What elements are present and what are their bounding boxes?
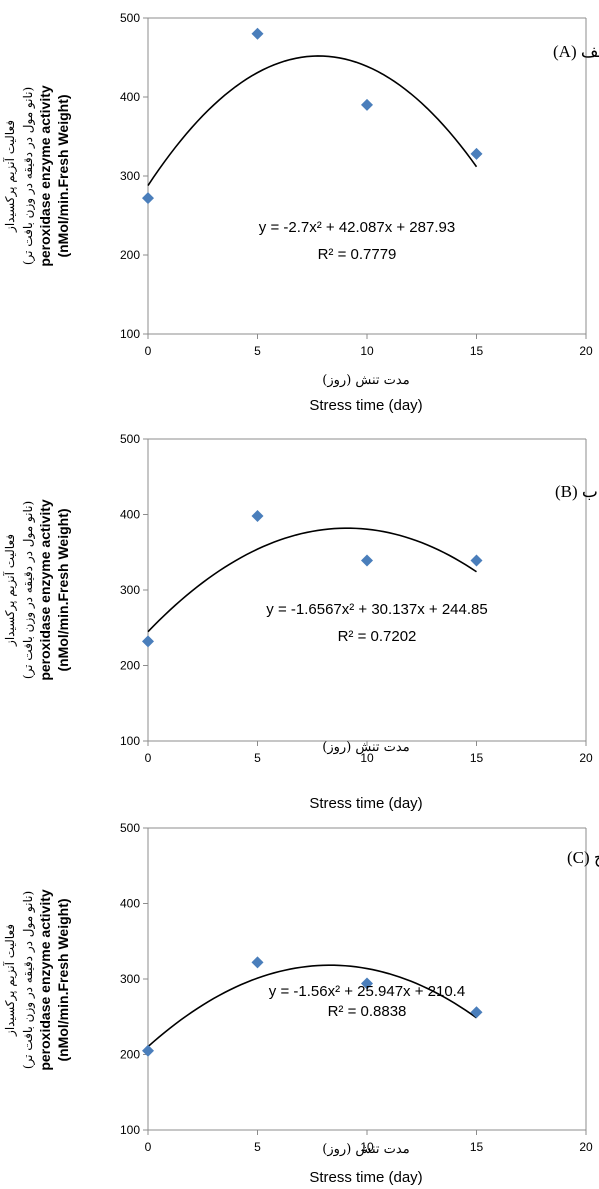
trend-equation: y = -1.6567x² + 30.137x + 244.85	[266, 601, 487, 618]
panel-label: ب (B)	[555, 482, 598, 501]
chart-panel-b: 0 5 10 15 20 100 200 300 400 500 ب (B) y = -1.656…	[0, 396, 599, 792]
y-axis-label-fa-1-group: فعالیت آنزیم پرکسیداز	[2, 924, 17, 1037]
x-tick-label: 20	[579, 344, 593, 358]
y-axis-label-fa-2: (نانو مول در دقیقه در وزن بافت تر)	[21, 87, 35, 265]
x-tick-label: 10	[360, 344, 374, 358]
data-point	[470, 1006, 483, 1019]
r-squared-label: R² = 0.8838	[328, 1003, 407, 1020]
y-tick-label: 500	[120, 11, 140, 25]
data-point	[142, 192, 154, 205]
data-point	[251, 510, 264, 523]
trendline	[147, 964, 477, 1048]
x-axis-label-en-b: Stress time (day)	[309, 795, 423, 812]
y-axis-label-fa-1: فعالیت آنزیم پرکسیداز	[2, 924, 17, 1037]
x-tick-label: 5	[254, 344, 261, 358]
x-tick-label: 5	[254, 751, 261, 765]
trendline	[147, 55, 478, 186]
x-tick-label: 10	[360, 1140, 374, 1154]
y-axis-label-en-2: (nMol/min.Fresh Weight)	[55, 508, 71, 671]
chart-b-svg: 0 5 10 15 20 100 200 300 400 500 ب (B) y = -1.656…	[2, 432, 598, 765]
y-axis-label-fa-1-group: فعالیت آنزیم پرکسیداز	[2, 120, 17, 233]
x-tick-label: 20	[579, 751, 593, 765]
x-axis-label-en-a: Stress time (day)	[309, 397, 423, 414]
data-point	[142, 635, 154, 648]
y-axis-label-en-2: (nMol/min.Fresh Weight)	[55, 898, 71, 1061]
x-tick-label: 15	[470, 344, 484, 358]
y-axis-label-en-2-group: (nMol/min.Fresh Weight)	[55, 898, 71, 1061]
x-axis-label-fa: مدت تنش (روز)	[322, 373, 409, 388]
chart-a-points	[142, 27, 483, 205]
x-tick-label: 0	[145, 1140, 152, 1154]
y-tick-label: 400	[120, 508, 140, 522]
chart-b-ticks: 0 5 10 15 20 100 200 300 400 500	[120, 432, 593, 765]
y-tick-label: 300	[120, 169, 140, 183]
y-axis-label-fa-1-group: فعالیت آنزیم پرکسیداز	[2, 534, 17, 647]
y-axis-label-fa-2: (نانو مول در دقیقه در وزن بافت تر)	[21, 501, 35, 679]
y-axis-label-en-1: peroxidase enzyme activity	[37, 85, 53, 267]
y-axis-label-en-1: peroxidase enzyme activity	[37, 499, 53, 681]
data-point	[470, 147, 483, 160]
chart-c-svg: 0 5 10 15 20 100 200 300 400 500 ج (C) y = -1.56x…	[2, 821, 599, 1157]
y-axis-label-en-1-group: peroxidase enzyme activity	[37, 499, 53, 681]
y-axis-label-fa-2-group: (نانو مول در دقیقه در وزن بافت تر)	[21, 891, 35, 1069]
y-tick-label: 500	[120, 432, 140, 446]
x-axis-label-en-c: Stress time (day)	[309, 1169, 423, 1186]
trend-equation: y = -2.7x² + 42.087x + 287.93	[259, 219, 455, 236]
trend-equation: y = -1.56x² + 25.947x + 210.4	[269, 983, 465, 1000]
data-point	[470, 554, 483, 567]
x-tick-label: 15	[470, 1140, 484, 1154]
y-tick-label: 200	[120, 1048, 140, 1062]
y-axis-label-en-1-group: peroxidase enzyme activity	[37, 85, 53, 267]
y-axis-label-fa-1: فعالیت آنزیم پرکسیداز	[2, 120, 17, 233]
y-tick-label: 400	[120, 897, 140, 911]
y-tick-label: 500	[120, 821, 140, 835]
x-tick-label: 0	[145, 751, 152, 765]
y-axis-label-en-1-group: peroxidase enzyme activity	[37, 889, 53, 1071]
x-tick-label: 10	[360, 751, 374, 765]
y-tick-label: 100	[120, 327, 140, 341]
y-axis-label-fa-2: (نانو مول در دقیقه در وزن بافت تر)	[21, 891, 35, 1069]
y-tick-label: 100	[120, 734, 140, 748]
y-axis-label-en-2: (nMol/min.Fresh Weight)	[55, 94, 71, 257]
y-tick-label: 300	[120, 583, 140, 597]
chart-panel-c: 0 5 10 15 20 100 200 300 400 500 ج (C) y = -1.56x…	[0, 792, 599, 1188]
chart-panel-a: 0 5 10 15 20 100 200 300 400 500 الف (A) y = -2.7…	[0, 0, 599, 396]
x-tick-label: 15	[470, 751, 484, 765]
chart-a-axes	[147, 17, 587, 335]
y-tick-label: 400	[120, 90, 140, 104]
data-point	[142, 1044, 154, 1057]
y-tick-label: 200	[120, 659, 140, 673]
data-point	[251, 956, 264, 969]
y-axis-label-en-2-group: (nMol/min.Fresh Weight)	[55, 508, 71, 671]
x-axis-label-fa: مدت تنش (روز)	[322, 1142, 409, 1157]
y-axis-label-fa-2-group: (نانو مول در دقیقه در وزن بافت تر)	[21, 87, 35, 265]
x-tick-label: 0	[145, 344, 152, 358]
r-squared-label: R² = 0.7779	[318, 246, 397, 263]
trendline	[147, 527, 477, 633]
y-tick-label: 300	[120, 972, 140, 986]
y-axis-label-fa-1: فعالیت آنزیم پرکسیداز	[2, 534, 17, 647]
data-point	[361, 98, 373, 111]
data-point	[361, 977, 373, 990]
x-tick-label: 5	[254, 1140, 261, 1154]
y-tick-label: 200	[120, 248, 140, 262]
chart-b-points	[142, 510, 483, 648]
chart-b-axes	[147, 438, 587, 742]
panel-label: ج (C)	[567, 848, 599, 868]
x-axis-label-fa: مدت تنش (روز)	[322, 740, 409, 755]
data-point	[361, 554, 373, 567]
chart-c-ticks: 0 5 10 15 20 100 200 300 400 500	[120, 821, 593, 1154]
y-tick-label: 100	[120, 1123, 140, 1137]
y-axis-label-en-2-group: (nMol/min.Fresh Weight)	[55, 94, 71, 257]
y-axis-label-fa-2-group: (نانو مول در دقیقه در وزن بافت تر)	[21, 501, 35, 679]
chart-a-svg: 0 5 10 15 20 100 200 300 400 500 الف (A) y = -2.7…	[2, 11, 599, 388]
chart-c-points	[142, 956, 483, 1057]
chart-a-ticks: 0 5 10 15 20 100 200 300 400 500	[120, 11, 593, 358]
x-tick-label: 20	[579, 1140, 593, 1154]
r-squared-label: R² = 0.7202	[338, 628, 417, 645]
y-axis-label-en-1: peroxidase enzyme activity	[37, 889, 53, 1071]
panel-label: الف (A)	[553, 42, 599, 61]
data-point	[251, 27, 264, 40]
